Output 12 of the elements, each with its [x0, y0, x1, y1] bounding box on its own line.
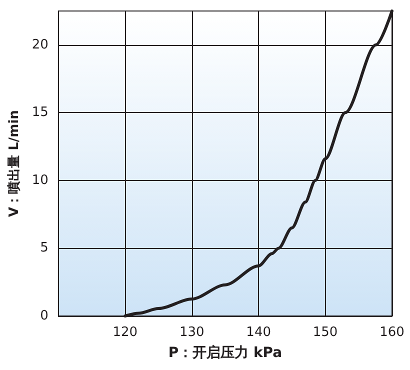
y-tick-label: 5: [40, 240, 48, 256]
x-tick-label: 160: [380, 325, 404, 340]
x-tick-label: 150: [312, 325, 338, 340]
y-axis-title: V：噴出量 L/min: [7, 110, 22, 217]
y-tick-label: 15: [32, 105, 48, 120]
y-tick-label: 0: [40, 308, 48, 324]
x-tick-label: 120: [112, 325, 138, 340]
x-tick-label: 130: [179, 325, 204, 340]
x-axis-title: P：开启压力 kPa: [168, 344, 282, 361]
x-tick-label: 140: [246, 325, 271, 340]
y-tick-label: 20: [32, 37, 48, 52]
y-tick-label: 10: [32, 172, 48, 188]
